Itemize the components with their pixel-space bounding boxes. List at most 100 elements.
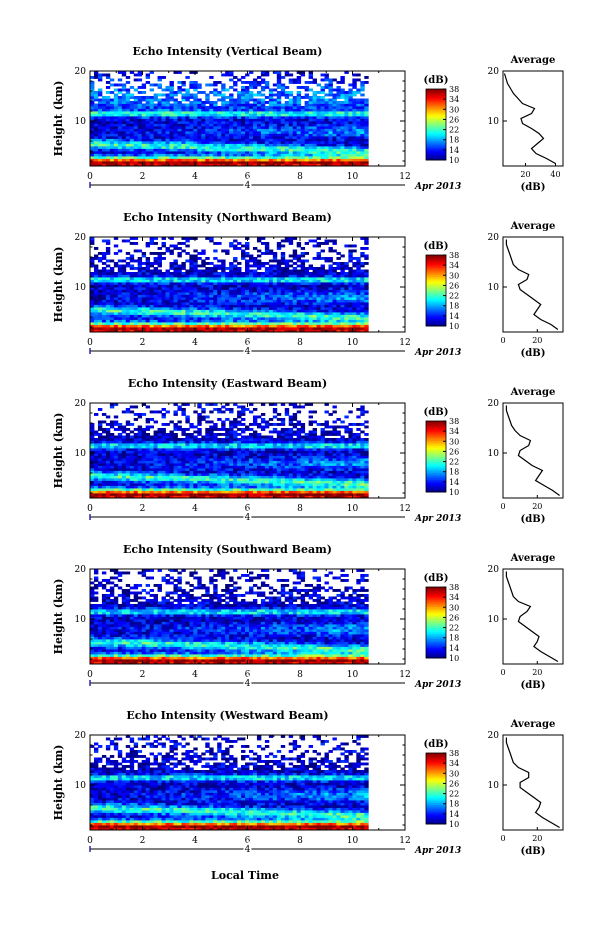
heatmap-cell xyxy=(348,131,353,134)
heatmap-cell xyxy=(360,292,365,295)
heatmap-cell xyxy=(193,128,198,132)
heatmap-cell xyxy=(93,111,99,114)
heatmap-cell xyxy=(256,128,262,132)
heatmap-cell xyxy=(280,131,286,134)
heatmap-cell xyxy=(125,96,131,99)
heatmap-cell xyxy=(356,488,361,491)
heatmap-cell xyxy=(320,113,325,117)
heatmap-cell xyxy=(348,138,353,142)
heatmap-cell xyxy=(332,121,337,124)
heatmap-cell xyxy=(129,153,135,157)
heatmap-cell xyxy=(93,279,99,283)
heatmap-cell xyxy=(221,292,226,295)
heatmap-cell xyxy=(197,118,202,122)
heatmap-cell xyxy=(360,113,365,117)
heatmap-cell xyxy=(161,126,166,129)
heatmap-cell xyxy=(113,284,119,288)
heatmap-cell xyxy=(320,133,325,137)
heatmap-cell xyxy=(296,264,302,268)
colorbar-segment xyxy=(426,117,446,120)
heatmap-cell xyxy=(197,289,202,293)
heatmap-cell xyxy=(173,488,178,491)
heatmap-cell xyxy=(173,123,178,127)
heatmap-cell xyxy=(169,128,174,132)
heatmap-cell xyxy=(356,128,361,132)
heatmap-cell xyxy=(312,304,317,308)
heatmap-cell xyxy=(153,96,158,99)
heatmap-cell xyxy=(221,116,226,119)
heatmap-cell xyxy=(101,108,107,112)
heatmap-cell xyxy=(181,317,186,320)
heatmap-cell xyxy=(336,277,341,280)
heatmap-cell xyxy=(276,247,282,250)
heatmap-cell xyxy=(97,485,103,489)
heatmap-cell xyxy=(328,161,333,164)
heatmap-cell xyxy=(332,287,337,290)
heatmap-cell xyxy=(149,88,155,92)
heatmap-cell xyxy=(352,299,357,303)
heatmap-cell xyxy=(233,259,238,263)
heatmap-cell xyxy=(153,108,158,112)
heatmap-cell xyxy=(229,488,234,491)
heatmap-cell xyxy=(292,252,298,255)
heatmap-cell xyxy=(169,86,174,89)
heatmap-cell xyxy=(276,284,282,288)
heatmap-cell xyxy=(340,319,345,323)
heatmap-cell xyxy=(256,103,262,107)
heatmap-cell xyxy=(193,111,198,114)
heatmap-cell xyxy=(197,312,202,315)
heatmap-cell xyxy=(245,131,250,134)
heatmap-cell xyxy=(308,126,314,129)
heatmap-cell xyxy=(173,148,178,152)
heatmap-cell xyxy=(157,78,162,82)
heatmap-cell xyxy=(177,495,182,499)
heatmap-cell xyxy=(197,151,202,154)
heatmap-cell xyxy=(133,123,139,127)
heatmap-cell xyxy=(93,126,99,129)
heatmap-cell xyxy=(324,282,329,285)
heatmap-cell xyxy=(316,156,321,159)
heatmap-cell xyxy=(129,121,135,124)
heatmap-cell xyxy=(181,151,186,154)
heatmap-cell xyxy=(97,294,103,298)
heatmap-cell xyxy=(129,106,135,109)
heatmap-cell xyxy=(256,314,262,318)
heatmap-cell xyxy=(288,118,294,122)
heatmap-cell xyxy=(344,106,349,109)
heatmap-cell xyxy=(185,96,190,99)
heatmap-cell xyxy=(268,153,274,157)
heatmap-cell xyxy=(165,485,170,489)
heatmap-cell xyxy=(113,96,119,99)
heatmap-cell xyxy=(173,103,178,107)
heatmap-cell xyxy=(217,267,222,270)
heatmap-cell xyxy=(201,294,206,298)
heatmap-cell xyxy=(296,297,302,300)
heatmap-cell xyxy=(121,319,127,323)
heatmap-cell xyxy=(133,73,139,77)
heatmap-cell xyxy=(125,488,131,491)
heatmap-cell xyxy=(268,269,274,273)
heatmap-cell xyxy=(185,111,190,114)
heatmap-cell xyxy=(197,277,202,280)
heatmap-cell xyxy=(249,485,254,489)
heatmap-cell xyxy=(221,485,226,489)
heatmap-cell xyxy=(316,103,321,107)
heatmap-cell xyxy=(237,277,242,280)
heatmap-cell xyxy=(288,138,294,142)
heatmap-cell xyxy=(348,309,353,313)
heatmap-cell xyxy=(316,289,321,293)
heatmap-cell xyxy=(165,106,170,109)
heatmap-cell xyxy=(109,153,115,157)
heatmap-cell xyxy=(364,287,369,290)
heatmap-cell xyxy=(288,113,294,117)
heatmap-cell xyxy=(129,322,135,325)
heatmap-cell xyxy=(292,329,298,333)
heatmap-cell xyxy=(157,490,162,494)
heatmap-cell xyxy=(320,299,325,303)
heatmap-cell xyxy=(312,81,317,84)
heatmap-cell xyxy=(93,319,99,323)
heatmap-cell xyxy=(241,163,246,167)
heatmap-cell xyxy=(117,264,123,268)
heatmap-cell xyxy=(161,257,166,260)
heatmap-cell xyxy=(137,103,143,107)
